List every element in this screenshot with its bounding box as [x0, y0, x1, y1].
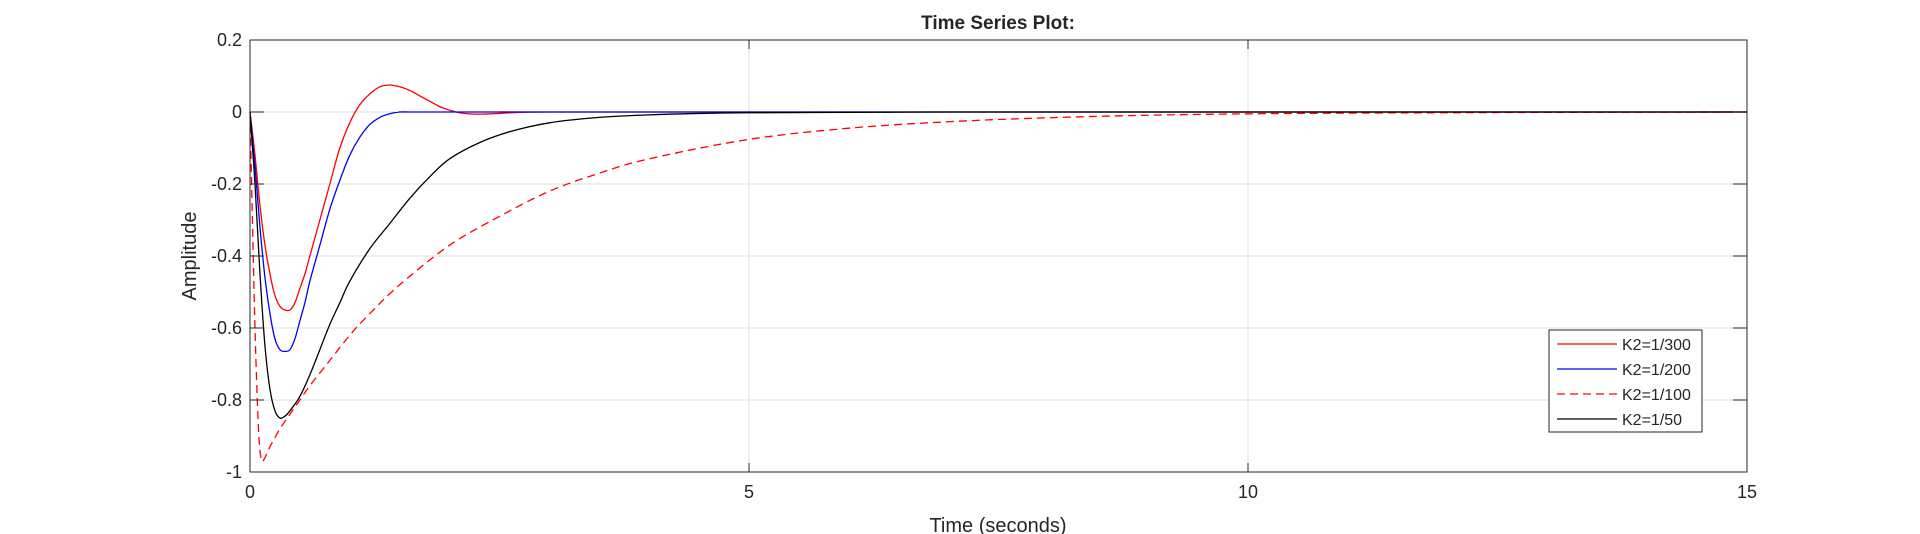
x-tick-label: 10: [1238, 482, 1258, 502]
chart-title: Time Series Plot:: [921, 13, 1075, 34]
legend: K2=1/300 K2=1/200 K2=1/100 K2=1/50: [1548, 329, 1703, 433]
y-axis-label: Amplitude: [179, 212, 201, 301]
legend-label-2: K2=1/200: [1622, 362, 1691, 379]
legend-label-3: K2=1/100: [1622, 387, 1691, 404]
series-layer: [249, 84, 1748, 463]
x-tick-label: 15: [1737, 482, 1757, 502]
y-tick-label: -0.6: [211, 318, 242, 338]
y-tick-label: 0.2: [217, 30, 242, 50]
y-tick-labels: 0.2 0 -0.2 -0.4 -0.6 -0.8 -1: [211, 30, 242, 482]
y-tick-label: -1: [226, 462, 242, 482]
x-axis-label: Time (seconds): [929, 515, 1066, 534]
legend-label-4: K2=1/50: [1622, 412, 1682, 429]
x-tick-label: 5: [744, 482, 754, 502]
x-tick-label: 0: [245, 482, 255, 502]
legend-label-1: K2=1/300: [1622, 337, 1691, 354]
y-tick-label: -0.2: [211, 174, 242, 194]
series-line-2: [249, 111, 1747, 353]
y-tick-label: -0.4: [211, 246, 242, 266]
series-line-4: [249, 111, 1747, 419]
legend-box: [1548, 329, 1703, 433]
axis-ticks: [249, 39, 1748, 473]
y-tick-label: -0.8: [211, 390, 242, 410]
series-line-3: [249, 111, 1748, 463]
y-tick-label: 0: [232, 102, 242, 122]
x-tick-labels: 0 5 10 15: [245, 482, 1757, 502]
